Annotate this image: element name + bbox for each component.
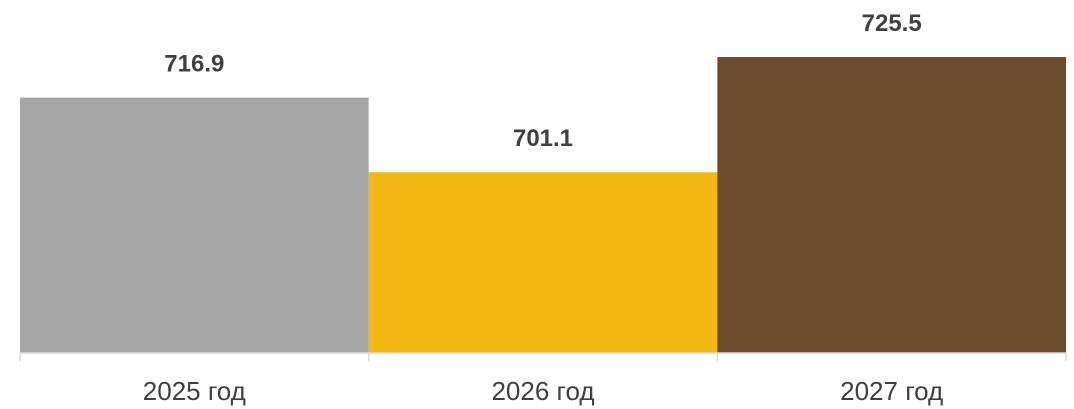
x-tick-label-2: 2026 год <box>491 376 594 406</box>
x-axis-ticks-group <box>19 353 1067 361</box>
x-axis-tick-labels-group: 2025 год 2026 год 2027 год <box>143 376 943 406</box>
bars-group <box>20 57 1066 354</box>
x-tick-label-1: 2025 год <box>143 376 246 406</box>
value-labels-group: 716.9 701.1 725.5 <box>164 10 921 152</box>
bar-2 <box>368 172 718 353</box>
value-label-3: 725.5 <box>862 10 922 37</box>
value-label-2: 701.1 <box>513 125 573 152</box>
bar-3 <box>717 57 1066 354</box>
value-label-1: 716.9 <box>164 51 224 78</box>
bar-1 <box>20 97 369 353</box>
x-tick-label-3: 2027 год <box>840 376 943 406</box>
